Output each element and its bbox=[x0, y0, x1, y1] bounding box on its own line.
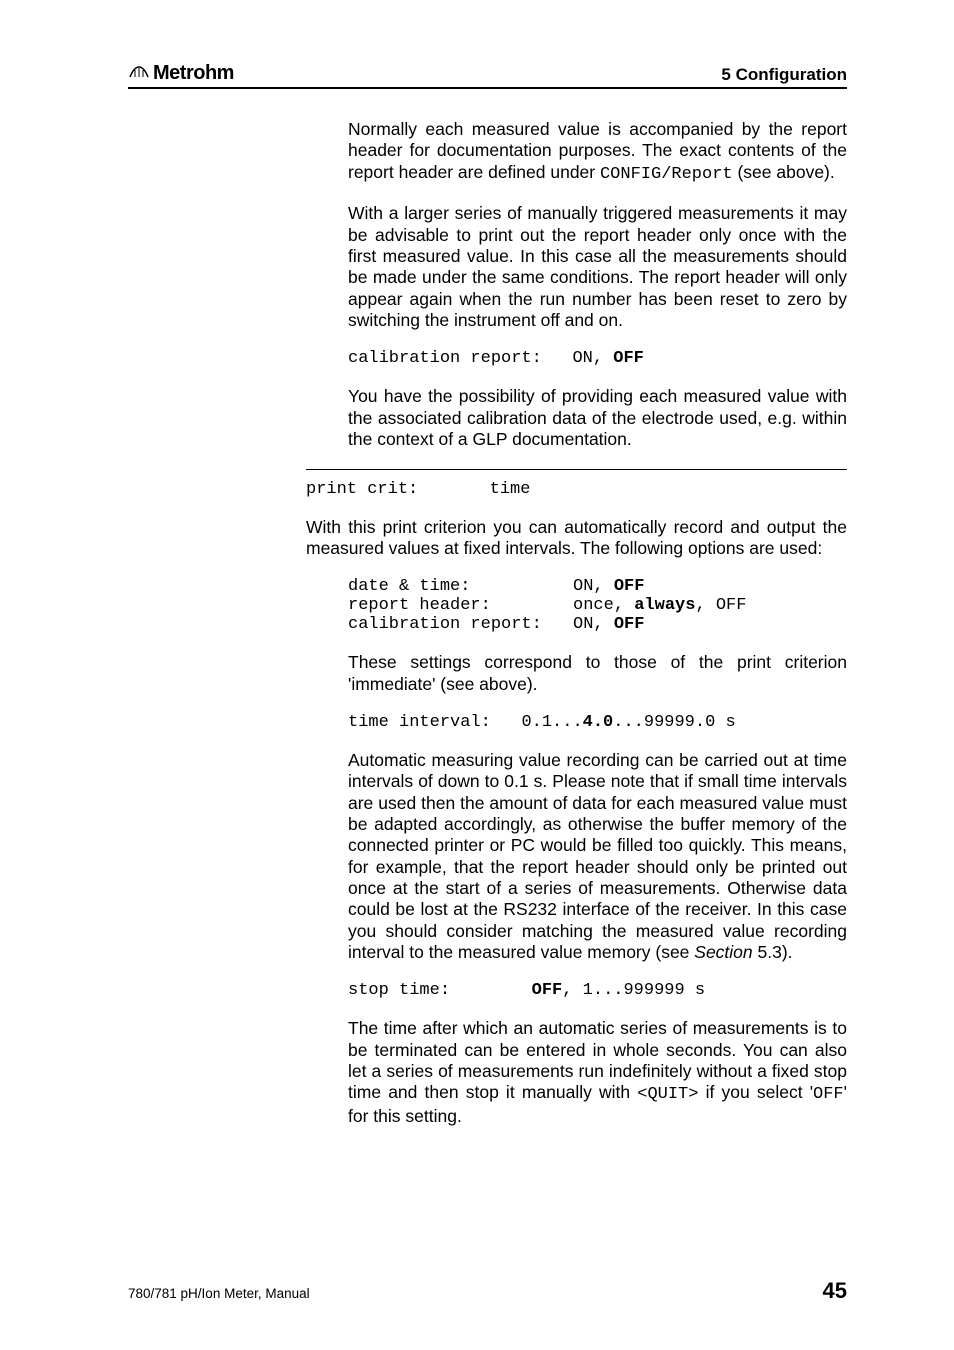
option: OFF bbox=[716, 596, 747, 615]
paragraph: These settings correspond to those of th… bbox=[348, 652, 847, 695]
page-footer: 780/781 pH/Ion Meter, Manual 45 bbox=[128, 1278, 847, 1304]
logo-text: Metrohm bbox=[153, 62, 234, 85]
option-default: OFF bbox=[613, 349, 644, 368]
setting-label: report header: bbox=[348, 596, 573, 615]
section-divider bbox=[306, 469, 847, 470]
text: if you select ' bbox=[698, 1082, 813, 1102]
text: , bbox=[614, 596, 634, 615]
option: once bbox=[573, 596, 614, 615]
paragraph: With this print criterion you can automa… bbox=[306, 517, 847, 560]
logo-icon bbox=[128, 62, 150, 85]
option: ON bbox=[573, 577, 593, 596]
paragraph: With a larger series of manually trigger… bbox=[348, 203, 847, 331]
brand-logo: Metrohm bbox=[128, 62, 234, 85]
setting-label: time interval: bbox=[348, 713, 491, 732]
option: ON bbox=[573, 615, 593, 634]
setting-label: calibration report: bbox=[348, 615, 573, 634]
option-default: 4.0 bbox=[583, 713, 614, 732]
page-header: Metrohm 5 Configuration bbox=[128, 62, 847, 89]
setting-line: stop time: OFF, 1...999999 s bbox=[348, 981, 847, 1000]
setting-label: print crit: bbox=[306, 480, 418, 499]
option: ON bbox=[572, 349, 592, 368]
inline-code: OFF bbox=[813, 1085, 844, 1104]
content-body: Normally each measured value is accompan… bbox=[128, 119, 847, 1127]
range-min: 0.1... bbox=[521, 713, 582, 732]
range-max: ...99999.0 s bbox=[613, 713, 735, 732]
text: , bbox=[593, 349, 613, 368]
text: , bbox=[593, 615, 613, 634]
setting-label: date & time: bbox=[348, 577, 573, 596]
setting-row: report header:once, always, OFF bbox=[348, 596, 847, 615]
text: , bbox=[593, 577, 613, 596]
text: Automatic measuring value recording can … bbox=[348, 750, 847, 962]
text: 5.3). bbox=[753, 942, 793, 962]
paragraph: Automatic measuring value recording can … bbox=[348, 750, 847, 963]
page-number: 45 bbox=[823, 1278, 847, 1304]
setting-value: time bbox=[490, 480, 531, 499]
setting-row: calibration report:ON, OFF bbox=[348, 615, 847, 634]
footer-title: 780/781 pH/Ion Meter, Manual bbox=[128, 1286, 310, 1301]
setting-label: calibration report: bbox=[348, 349, 542, 368]
option-default: always bbox=[634, 596, 695, 615]
paragraph: The time after which an automatic series… bbox=[348, 1018, 847, 1127]
option-default: OFF bbox=[614, 577, 645, 596]
text: , bbox=[695, 596, 715, 615]
setting-label: stop time: bbox=[348, 981, 450, 1000]
inline-code: CONFIG/Report bbox=[600, 165, 733, 184]
option-default: OFF bbox=[532, 981, 563, 1000]
setting-line: calibration report: ON, OFF bbox=[348, 349, 847, 368]
paragraph: Normally each measured value is accompan… bbox=[348, 119, 847, 185]
section-heading: print crit: time bbox=[306, 480, 847, 499]
text: (see above). bbox=[733, 162, 835, 182]
inline-code: <QUIT> bbox=[637, 1085, 698, 1104]
range: , 1...999999 s bbox=[562, 981, 705, 1000]
setting-line: time interval: 0.1...4.0...99999.0 s bbox=[348, 713, 847, 732]
settings-block: date & time:ON, OFF report header:once, … bbox=[348, 577, 847, 634]
cross-reference: Section bbox=[694, 942, 752, 962]
section-title: 5 Configuration bbox=[721, 65, 847, 85]
setting-row: date & time:ON, OFF bbox=[348, 577, 847, 596]
option-default: OFF bbox=[614, 615, 645, 634]
paragraph: You have the possibility of providing ea… bbox=[348, 386, 847, 450]
